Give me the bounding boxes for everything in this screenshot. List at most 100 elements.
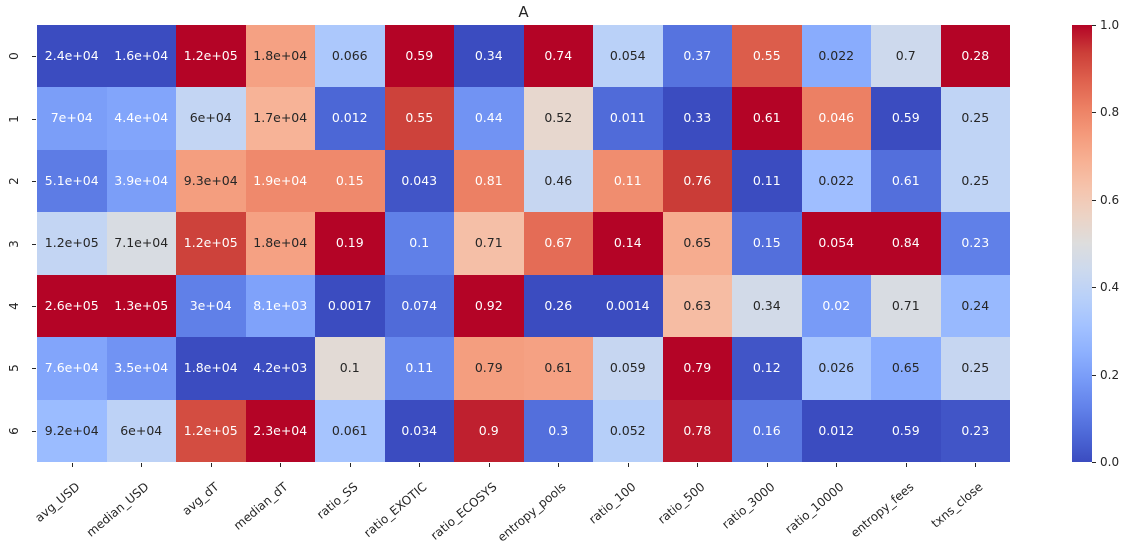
y-tick-label-2: 2 (7, 177, 21, 185)
heatmap-cell-r1-c7: 0.52 (523, 87, 593, 150)
heatmap-cell-r5-c7: 0.61 (523, 337, 593, 400)
x-tick-mark (71, 463, 73, 467)
x-tick-label-txns_close: txns_close (928, 479, 986, 531)
heatmap-cell-r0-c11: 0.022 (801, 25, 871, 88)
y-tick-mark (32, 243, 36, 245)
x-tick-label-ratio_ECOSYS: ratio_ECOSYS (427, 479, 500, 543)
heatmap-grid: 2.4e+04 1.6e+04 1.2e+05 1.8e+04 0.066 0.59 0.3… (37, 25, 1010, 462)
colorbar-tick-mark (1092, 462, 1096, 463)
heatmap-cell-r6-c9: 0.78 (662, 399, 732, 462)
y-tick-mark (32, 430, 36, 432)
heatmap-cell-r5-c6: 0.79 (454, 337, 524, 400)
heatmap-cell-r6-c12: 0.59 (871, 399, 941, 462)
heatmap-cell-r6-c4: 0.061 (315, 399, 385, 462)
heatmap-cell-r2-c3: 1.9e+04 (245, 149, 315, 213)
y-tick-label-6: 6 (7, 426, 21, 435)
heatmap-cell-r5-c11: 0.026 (801, 337, 871, 400)
heatmap-cell-r4-c12: 0.71 (871, 274, 941, 338)
y-tick-label-4: 4 (7, 302, 21, 310)
heatmap-cell-r0-c10: 0.55 (732, 25, 802, 88)
y-tick-mark (32, 305, 36, 307)
heatmap-cell-r3-c10: 0.15 (732, 212, 802, 275)
heatmap-cell-r2-c6: 0.81 (454, 149, 524, 213)
x-tick-mark (905, 463, 907, 467)
colorbar-tick-label-0.0: 0.0 (1100, 455, 1120, 469)
heatmap-cell-r6-c13: 0.23 (940, 399, 1010, 462)
colorbar-tick-label-0.4: 0.4 (1100, 280, 1120, 295)
heatmap-cell-r4-c4: 0.0017 (315, 274, 385, 338)
x-tick-mark (558, 463, 560, 467)
x-tick-label-entropy_fees: entropy_fees (847, 479, 917, 541)
heatmap-cell-r0-c8: 0.054 (593, 25, 663, 88)
heatmap-cell-r6-c6: 0.9 (454, 399, 524, 462)
heatmap-cell-r1-c2: 6e+04 (176, 87, 246, 150)
heatmap-cell-r5-c3: 4.2e+03 (245, 337, 315, 400)
y-tick-mark (32, 368, 36, 370)
heatmap-cell-r0-c2: 1.2e+05 (176, 25, 246, 88)
heatmap-cell-r1-c4: 0.012 (315, 87, 385, 150)
heatmap-cell-r1-c10: 0.61 (732, 87, 802, 150)
heatmap-cell-r6-c3: 2.3e+04 (245, 399, 315, 462)
heatmap-cell-r2-c2: 9.3e+04 (176, 149, 246, 213)
x-tick-mark (419, 463, 421, 467)
heatmap-cell-r3-c12: 0.84 (871, 212, 941, 275)
heatmap-cell-r2-c8: 0.11 (593, 149, 663, 213)
heatmap-cell-r2-c4: 0.15 (315, 149, 385, 213)
heatmap-cell-r1-c9: 0.33 (662, 87, 732, 150)
x-tick-label-avg_dT: avg_dT (179, 479, 222, 519)
x-tick-label-ratio_500: ratio_500 (655, 479, 708, 527)
heatmap-cell-r3-c7: 0.67 (523, 212, 593, 275)
heatmap-cell-r4-c2: 3e+04 (176, 274, 246, 338)
heatmap-cell-r4-c10: 0.34 (732, 274, 802, 338)
x-tick-label-avg_USD: avg_USD (32, 479, 83, 525)
heatmap-cell-r4-c3: 8.1e+03 (245, 274, 315, 338)
heatmap-cell-r6-c10: 0.16 (732, 399, 802, 462)
heatmap-cell-r0-c3: 1.8e+04 (245, 25, 315, 88)
heatmap-cell-r1-c5: 0.55 (384, 87, 454, 150)
heatmap-cell-r2-c1: 3.9e+04 (106, 149, 176, 213)
heatmap-cell-r1-c12: 0.59 (871, 87, 941, 150)
heatmap-cell-r4-c9: 0.63 (662, 274, 732, 338)
heatmap-cell-r0-c12: 0.7 (871, 25, 941, 88)
heatmap-cell-r6-c8: 0.052 (593, 399, 663, 462)
colorbar-gradient (1072, 25, 1092, 462)
colorbar-tick-label-0.6: 0.6 (1100, 192, 1120, 207)
heatmap-cell-r0-c0: 2.4e+04 (37, 25, 107, 88)
x-tick-label-entropy_pools: entropy_pools (495, 479, 569, 545)
colorbar (1072, 25, 1092, 462)
heatmap-cell-r0-c1: 1.6e+04 (106, 25, 176, 88)
heatmap-cell-r6-c11: 0.012 (801, 399, 871, 462)
heatmap-cell-r4-c0: 2.6e+05 (37, 274, 107, 338)
y-tick-label-0: 0 (7, 52, 21, 61)
y-tick-label-3: 3 (7, 239, 21, 248)
heatmap-cell-r3-c2: 1.2e+05 (176, 212, 246, 275)
x-tick-mark (697, 463, 699, 467)
heatmap-cell-r3-c0: 1.2e+05 (37, 212, 107, 275)
heatmap-cell-r1-c0: 7e+04 (37, 87, 107, 150)
x-tick-mark (975, 463, 977, 467)
y-tick-label-1: 1 (7, 114, 21, 123)
heatmap-cell-r5-c10: 0.12 (732, 337, 802, 400)
heatmap-cell-r4-c11: 0.02 (801, 274, 871, 338)
heatmap-cell-r0-c4: 0.066 (315, 25, 385, 88)
colorbar-tick-label-0.2: 0.2 (1100, 367, 1120, 382)
heatmap-cell-r0-c7: 0.74 (523, 25, 593, 88)
heatmap-cell-r6-c0: 9.2e+04 (37, 399, 107, 462)
heatmap-cell-r4-c6: 0.92 (454, 274, 524, 338)
heatmap-cell-r3-c6: 0.71 (454, 212, 524, 275)
x-tick-mark (836, 463, 838, 467)
x-tick-mark (210, 463, 212, 467)
heatmap-cell-r1-c6: 0.44 (454, 87, 524, 150)
heatmap-cell-r5-c8: 0.059 (593, 337, 663, 400)
heatmap-cell-r5-c4: 0.1 (315, 337, 385, 400)
heatmap-cell-r2-c5: 0.043 (384, 149, 454, 213)
x-tick-mark (766, 463, 768, 467)
colorbar-tick-label-0.8: 0.8 (1100, 105, 1120, 120)
heatmap-cell-r3-c13: 0.23 (940, 212, 1010, 275)
heatmap-cell-r5-c13: 0.25 (940, 337, 1010, 400)
y-tick-mark (32, 56, 36, 58)
heatmap-cell-r3-c11: 0.054 (801, 212, 871, 275)
colorbar-tick-label-1.0: 1.0 (1100, 18, 1120, 32)
colorbar-tick-mark (1092, 199, 1096, 201)
heatmap-cell-r3-c1: 7.1e+04 (106, 212, 176, 275)
